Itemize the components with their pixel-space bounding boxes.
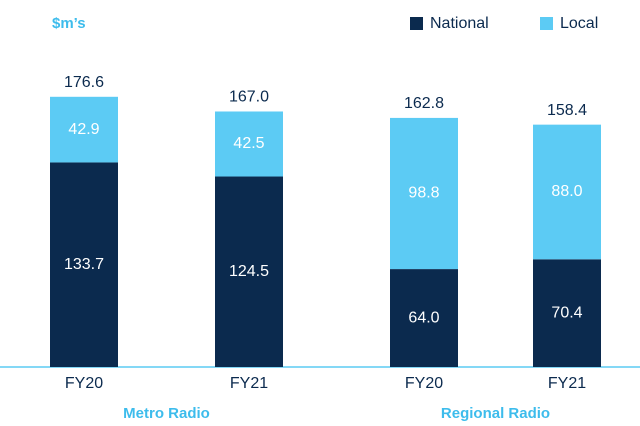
total-label: 167.0 — [229, 89, 269, 106]
legend-swatch — [540, 17, 553, 30]
value-label: 124.5 — [229, 263, 269, 280]
value-label: 98.8 — [408, 185, 439, 202]
value-label: 64.0 — [408, 309, 439, 326]
bar-segment — [390, 269, 458, 367]
legend-label: National — [430, 15, 489, 32]
group-label: Metro Radio — [123, 405, 210, 422]
x-tick-label: FY21 — [230, 375, 268, 392]
bar-segment — [215, 176, 283, 367]
value-label: 42.9 — [68, 121, 99, 138]
y-axis-label: $m’s — [52, 15, 86, 32]
x-tick-label: FY20 — [405, 375, 443, 392]
total-label: 158.4 — [547, 102, 587, 119]
bar-segment — [390, 117, 458, 270]
bar-segment — [50, 162, 118, 367]
total-label: 176.6 — [64, 74, 104, 91]
value-label: 70.4 — [551, 304, 582, 321]
bar-segment — [533, 259, 601, 367]
total-label: 162.8 — [404, 95, 444, 112]
value-label: 42.5 — [233, 135, 264, 152]
bar-segment — [215, 111, 283, 177]
value-label: 88.0 — [551, 183, 582, 200]
legend-swatch — [410, 17, 423, 30]
bar-segment — [533, 124, 601, 260]
group-label: Regional Radio — [441, 405, 550, 422]
x-tick-label: FY20 — [65, 375, 103, 392]
value-label: 133.7 — [64, 256, 104, 273]
bar-segment — [50, 96, 118, 163]
x-tick-label: FY21 — [548, 375, 586, 392]
legend-label: Local — [560, 15, 598, 32]
